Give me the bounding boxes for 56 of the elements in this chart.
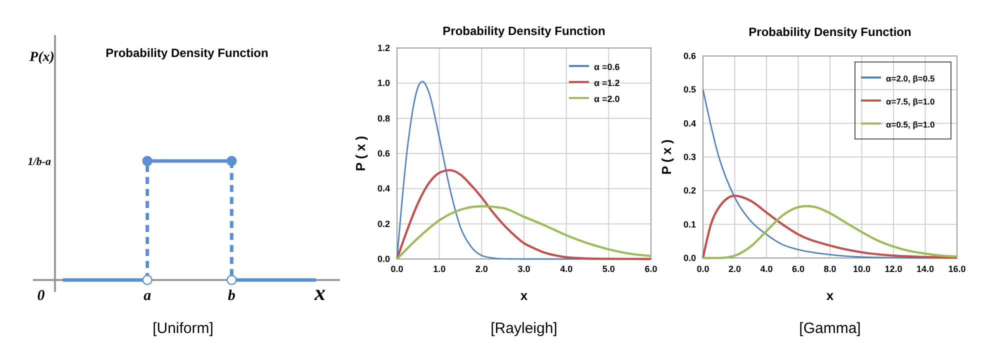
text: [Gamma] (799, 320, 861, 337)
y-axis-title: P(x) (30, 50, 54, 65)
y-tick-label: 0.4 (377, 184, 390, 194)
x-tick-label: 6.0 (644, 264, 658, 274)
y-tick-label: 0.3 (683, 152, 696, 162)
x-tick-label: a (144, 288, 152, 304)
text: [Uniform] (152, 320, 214, 337)
y-tick-label: 0.4 (683, 118, 696, 128)
y-tick-label: 0.2 (377, 218, 390, 229)
legend-label: α=0.5, β=1.0 (886, 120, 935, 130)
legend-label: α =1.2 (594, 78, 620, 88)
x-tick-label: 2.0 (728, 264, 742, 274)
x-tick-label: 14.0 (916, 264, 934, 274)
x-tick-label: 16.0 (948, 264, 966, 274)
x-tick-label: 6.0 (792, 264, 805, 274)
y-tick-label: 1.2 (377, 43, 390, 53)
text: [Rayleigh] (490, 320, 558, 337)
chart-title: Probability Density Function (106, 46, 268, 60)
y-axis-title: P ( x ) (659, 139, 674, 175)
y-tick-label: 0.0 (377, 254, 390, 264)
x-tick-label: 8.0 (824, 264, 836, 274)
line-series (702, 205, 958, 260)
line-series (396, 169, 652, 260)
legend-label: α =2.0 (594, 94, 620, 104)
y-tick-label: 0.5 (683, 84, 696, 95)
y-tick-label: 1.0 (377, 78, 390, 88)
x-tick-label: 0.0 (696, 264, 710, 274)
legend-label: α=7.5, β=1.0 (886, 96, 935, 106)
text: 0 (37, 288, 46, 304)
y-tick-label: 0.0 (683, 253, 696, 263)
x-tick-label: 12.0 (884, 264, 902, 274)
annotation: 1/b-a (28, 156, 52, 168)
line-series (396, 205, 652, 260)
chart-title: Probability Density Function (442, 24, 606, 38)
y-tick-label: 0.6 (683, 51, 696, 61)
legend-label: α=2.0, β=0.5 (886, 74, 935, 84)
x-tick-label: 0.0 (390, 264, 404, 274)
legend-label: α =0.6 (594, 62, 620, 72)
x-axis-title: x (520, 288, 528, 303)
y-tick-label: 0.1 (683, 219, 696, 230)
chart-title: Probability Density Function (748, 25, 912, 39)
line-series (702, 194, 958, 260)
x-tick-label: 5.0 (602, 264, 615, 274)
x-tick-label: b (228, 288, 236, 304)
x-tick-label: 1.0 (433, 264, 446, 274)
x-tick-label: 10.0 (852, 264, 871, 274)
x-axis-title: x (314, 280, 326, 305)
x-tick-label: 4.0 (560, 264, 573, 274)
y-axis-title: P ( x ) (353, 136, 368, 172)
x-tick-label: 3.0 (518, 264, 530, 274)
y-tick-label: 0.2 (683, 186, 696, 196)
x-tick-label: 4.0 (760, 264, 773, 274)
x-axis-title: x (826, 288, 834, 303)
x-tick-label: 2.0 (475, 264, 488, 274)
y-tick-label: 0.8 (377, 113, 390, 124)
y-tick-label: 0.6 (377, 148, 390, 158)
